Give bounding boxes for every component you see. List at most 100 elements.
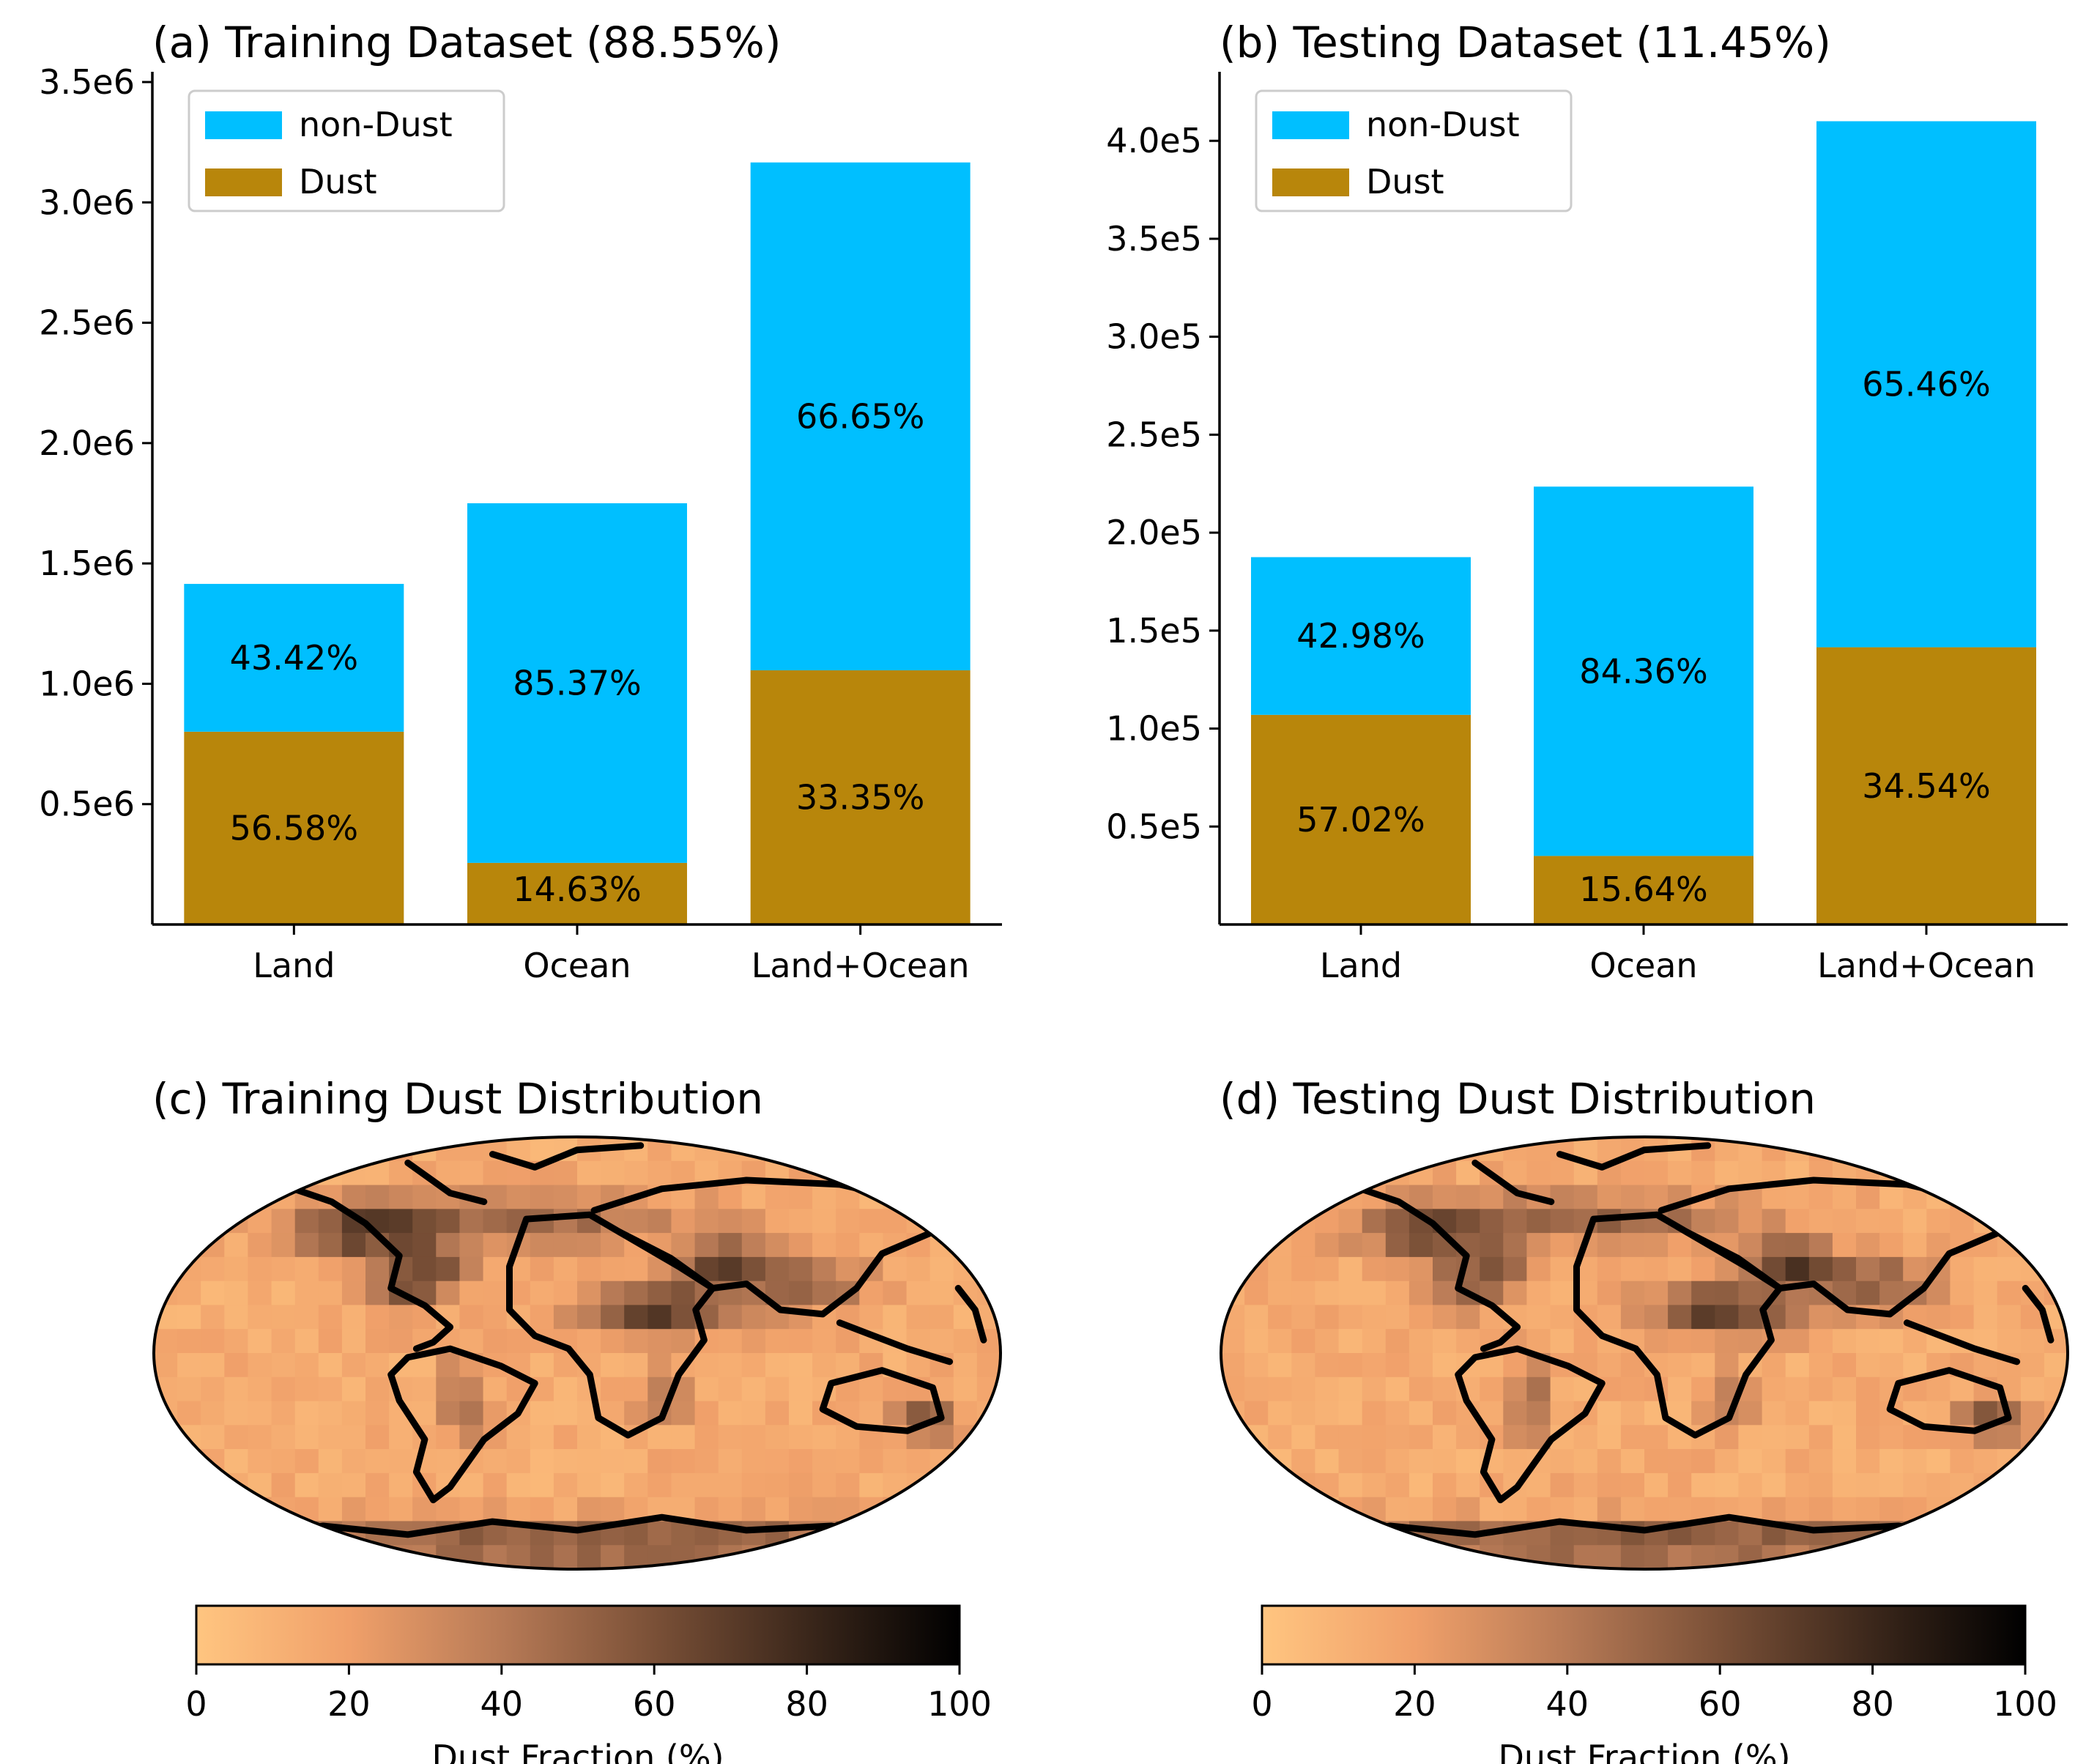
heatmap-cell [459, 1545, 484, 1569]
colorbar-tick-label: 60 [1699, 1684, 1742, 1724]
heatmap-cell [624, 1209, 648, 1234]
heatmap-cell [1550, 1256, 1575, 1282]
heatmap-cell [201, 1209, 225, 1234]
heatmap-cell [1503, 1233, 1527, 1258]
heatmap-cell [1573, 1425, 1598, 1450]
heatmap-cell [553, 1185, 578, 1209]
x-tick-land: Land [253, 946, 335, 985]
panel-b-bars: 57.02% 42.98% 15.64% 84.36% 34.54% 65.46% [1251, 121, 2036, 924]
heatmap-cell [1244, 1376, 1269, 1402]
heatmap-cell [1597, 1449, 1622, 1474]
heatmap-cell [1244, 1209, 1269, 1234]
heatmap-cell [1950, 1281, 1975, 1306]
heatmap-cell [1762, 1209, 1786, 1234]
heatmap-cell [836, 1137, 860, 1162]
heatmap-cell [1526, 1497, 1551, 1522]
heatmap-cell [365, 1329, 390, 1354]
heatmap-cell [1362, 1376, 1387, 1402]
heatmap-cell [953, 1449, 978, 1474]
heatmap-cell [929, 1472, 954, 1498]
heatmap-cell [2020, 1137, 2045, 1162]
heatmap-cell [1856, 1472, 1880, 1498]
heatmap-cell [1997, 1329, 2022, 1354]
heatmap-cell [953, 1545, 978, 1569]
coastline [1344, 1159, 1555, 1352]
heatmap-cell [318, 1401, 343, 1426]
heatmap-cell [1597, 1233, 1622, 1258]
heatmap-cell [836, 1209, 860, 1234]
bar-dust-ocean [1534, 856, 1753, 924]
heatmap-cell [271, 1353, 296, 1378]
heatmap-cell [976, 1425, 1001, 1450]
heatmap-cell [318, 1472, 343, 1498]
heatmap-cell [248, 1353, 272, 1378]
heatmap-cell [718, 1305, 743, 1330]
heatmap-cell [224, 1305, 248, 1330]
heatmap-cell [1620, 1545, 1645, 1569]
heatmap-cell [1526, 1233, 1551, 1258]
heatmap-cell [1291, 1137, 1315, 1162]
heatmap-cell [1620, 1497, 1645, 1522]
heatmap-cell [1315, 1281, 1340, 1306]
heatmap-cell [647, 1425, 672, 1450]
heatmap-cell [836, 1256, 860, 1282]
heatmap-cell [177, 1521, 201, 1546]
heatmap-cell [1244, 1160, 1269, 1186]
heatmap-cell [436, 1281, 460, 1306]
heatmap-cell [624, 1472, 648, 1498]
y-tick-label: 0.5e6 [39, 785, 135, 824]
heatmap-cell [1808, 1256, 1833, 1282]
heatmap-cell [1456, 1425, 1480, 1450]
heatmap-cell [1997, 1185, 2022, 1209]
heatmap-cell [859, 1401, 883, 1426]
colorbar-tick-label: 0 [185, 1684, 207, 1724]
heatmap-cell [953, 1137, 978, 1162]
heatmap-cell [1762, 1401, 1786, 1426]
heatmap-cell [1620, 1281, 1645, 1306]
heatmap-cell [1408, 1185, 1433, 1209]
heatmap-cell [718, 1401, 743, 1426]
legend-swatch-non-dust [205, 111, 282, 139]
heatmap-cell [859, 1305, 883, 1330]
heatmap-cell [741, 1353, 766, 1378]
heatmap-cell [718, 1497, 743, 1522]
heatmap-cell [1573, 1449, 1598, 1474]
heatmap-cell [530, 1137, 554, 1162]
heatmap-cell [929, 1185, 954, 1209]
heatmap-cell [647, 1521, 672, 1546]
heatmap-cell [836, 1545, 860, 1569]
heatmap-cell [1456, 1497, 1480, 1522]
heatmap-cell [1268, 1305, 1292, 1330]
heatmap-cell [647, 1449, 672, 1474]
heatmap-cell [1926, 1137, 1951, 1162]
heatmap-cell [1808, 1329, 1833, 1354]
heatmap-cell [201, 1305, 225, 1330]
heatmap-cell [318, 1233, 343, 1258]
heatmap-cell [1738, 1401, 1763, 1426]
bar-dust-land [1251, 714, 1471, 924]
heatmap-cell [1762, 1449, 1786, 1474]
heatmap-cell [1315, 1256, 1340, 1282]
heatmap-cell [812, 1329, 836, 1354]
heatmap-cell [953, 1353, 978, 1378]
heatmap-cell [1808, 1233, 1833, 1258]
heatmap-cell [1997, 1425, 2022, 1450]
heatmap-cell [1503, 1376, 1527, 1402]
heatmap-cell [1808, 1401, 1833, 1426]
heatmap-cell [1456, 1329, 1480, 1354]
heatmap-cell [1668, 1497, 1692, 1522]
heatmap-cell [1715, 1353, 1739, 1378]
panel-d-map: (d) Testing Dust Distribution 0 20 40 60 80 1… [1220, 1074, 2069, 1764]
heatmap-cell [1550, 1305, 1575, 1330]
heatmap-cell [248, 1281, 272, 1306]
heatmap-cell [530, 1233, 554, 1258]
heatmap-cell [1879, 1472, 1904, 1498]
panel-b-bar-chart: (b) Testing Dataset (11.45%) 57.02% 42.98… [1106, 18, 2068, 985]
heatmap-cell [271, 1137, 296, 1162]
heatmap-cell [412, 1233, 437, 1258]
heatmap-cell [1973, 1185, 1998, 1209]
heatmap-cell [906, 1160, 931, 1186]
heatmap-cell [294, 1449, 319, 1474]
heatmap-cell [201, 1497, 225, 1522]
heatmap-cell [1315, 1209, 1340, 1234]
